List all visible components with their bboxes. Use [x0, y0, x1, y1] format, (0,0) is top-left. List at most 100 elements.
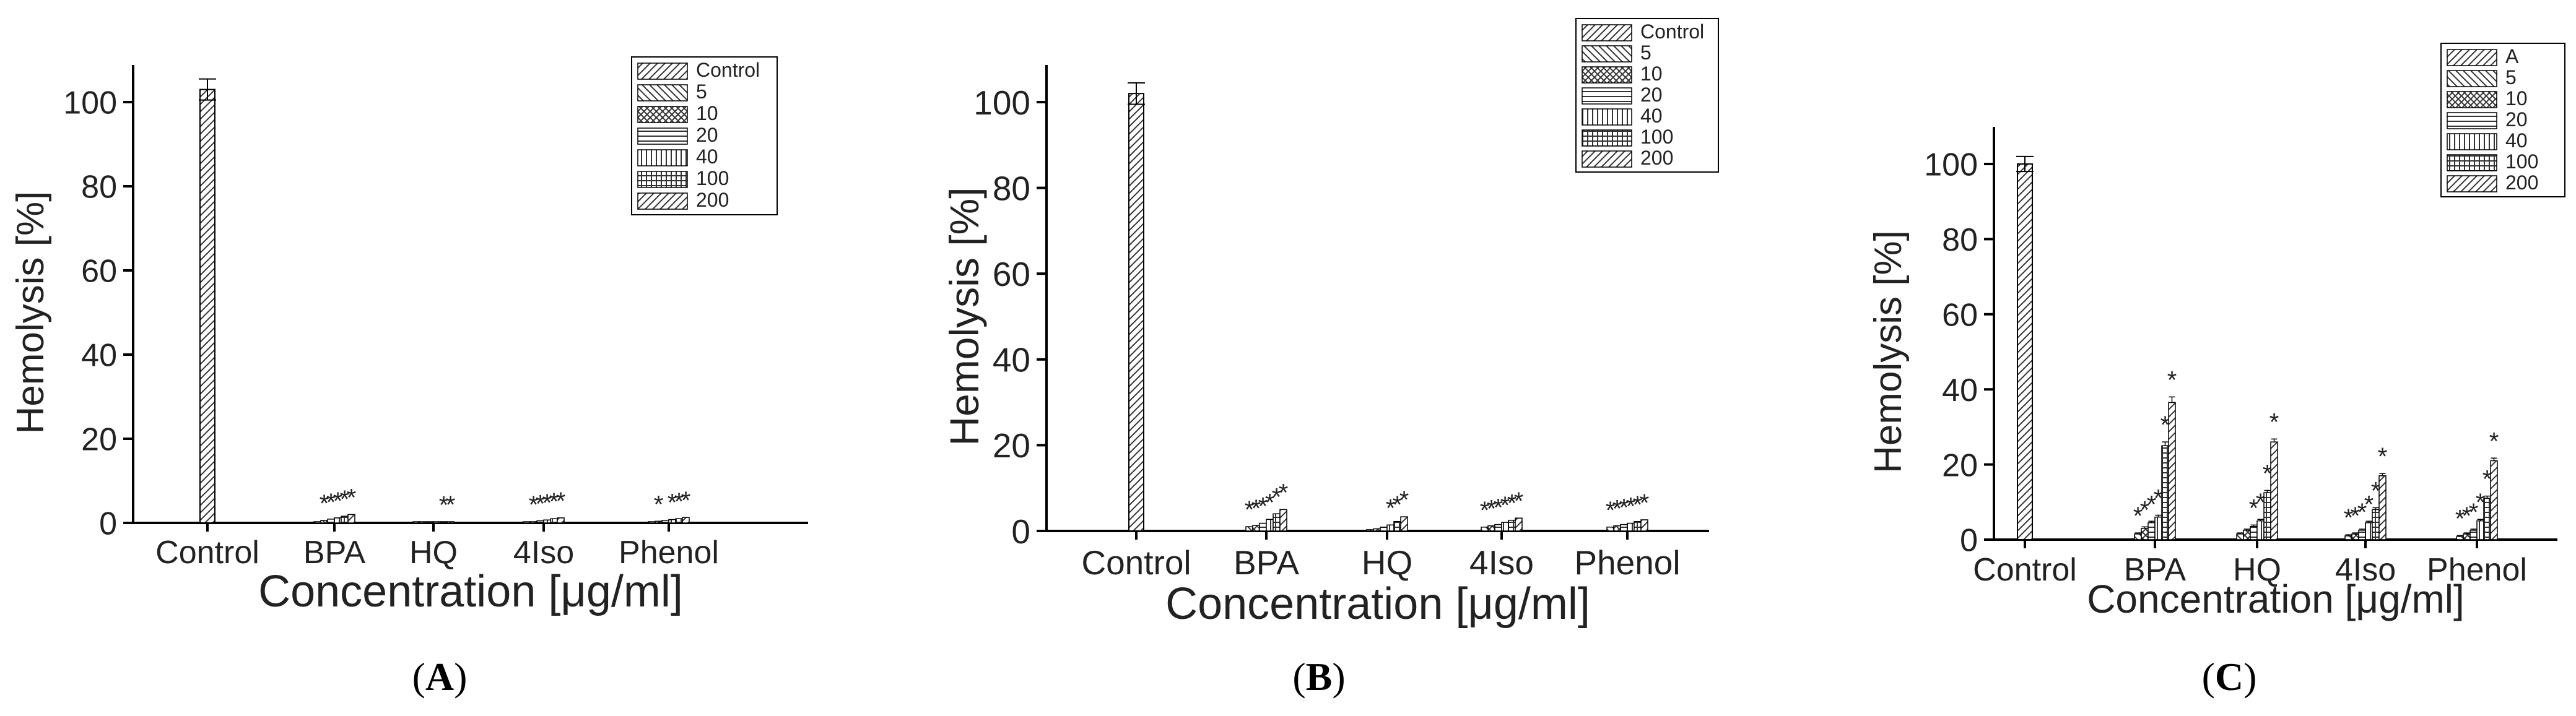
y-tick-label: 40	[993, 341, 1030, 379]
significance-star: *	[320, 490, 329, 517]
bar	[529, 521, 537, 524]
x-tick-label: Phenol	[619, 535, 719, 571]
significance-star: *	[1507, 490, 1517, 517]
bar	[661, 520, 669, 524]
panel-label-c: (C)	[2202, 655, 2257, 699]
legend-swatch	[1582, 45, 1632, 63]
error-bar	[2169, 396, 2175, 403]
significance-star: *	[439, 492, 449, 519]
bar	[1487, 525, 1495, 532]
legend-swatch	[637, 192, 688, 210]
significance-star: *	[2357, 499, 2367, 526]
legend-swatch	[637, 149, 688, 166]
significance-star: *	[333, 488, 343, 515]
bar	[2469, 530, 2478, 540]
y-tick-label: 0	[1011, 512, 1030, 551]
bar	[446, 521, 455, 524]
significance-star: *	[1626, 493, 1636, 520]
control-bar	[1128, 93, 1144, 532]
legend-label: 100	[696, 167, 729, 189]
significance-star: *	[1487, 496, 1497, 523]
significance-star: *	[1619, 494, 1629, 522]
error-bar	[2243, 528, 2250, 530]
bar	[2154, 516, 2162, 540]
significance-star: *	[1606, 497, 1616, 524]
bar	[419, 521, 427, 524]
significance-star: *	[542, 490, 552, 517]
bar	[1627, 522, 1635, 532]
legend-swatch	[2447, 133, 2497, 150]
legend-label: 20	[696, 124, 718, 146]
significance-star: *	[1494, 494, 1503, 522]
bar	[2141, 528, 2149, 540]
error-bar	[2352, 532, 2359, 534]
x-tick-label: Control	[155, 535, 259, 571]
legend-label: Control	[696, 59, 760, 81]
significance-star: *	[654, 491, 664, 518]
y-tick-label: 100	[63, 85, 117, 121]
y-tick-label: 0	[99, 506, 117, 542]
panel-label-a: (A)	[412, 655, 468, 699]
significance-star: *	[2249, 494, 2259, 522]
legend-swatch	[1582, 129, 1632, 147]
significance-star: *	[2160, 412, 2170, 439]
x-tick-label: Phenol	[2427, 552, 2527, 588]
significance-star: *	[2364, 491, 2374, 518]
y-tick-label: 80	[993, 169, 1030, 207]
legend-swatch	[2447, 70, 2497, 87]
legend-swatch	[1582, 108, 1632, 126]
bar	[543, 519, 551, 524]
bar	[668, 519, 676, 524]
bar	[433, 521, 441, 524]
bar	[2365, 522, 2373, 540]
y-tick-label: 40	[1942, 373, 1978, 408]
bar	[1501, 522, 1509, 532]
y-tick-label: 40	[81, 338, 117, 374]
significance-star: *	[549, 488, 559, 515]
significance-star: *	[2256, 489, 2266, 516]
legend-label: 10	[2505, 87, 2528, 110]
significance-star: *	[1500, 492, 1510, 519]
y-axis-title: Hemolysis [%]	[941, 187, 987, 446]
bar	[440, 521, 448, 524]
bar	[1266, 519, 1274, 532]
bar	[2351, 533, 2359, 540]
significance-star: *	[1279, 479, 1289, 506]
bar	[523, 521, 531, 524]
significance-star: *	[1265, 489, 1275, 516]
significance-star: *	[446, 491, 456, 519]
significance-star: *	[326, 489, 336, 516]
bar	[1273, 513, 1281, 532]
bar	[1393, 521, 1401, 532]
significance-star: *	[1514, 488, 1524, 515]
x-axis-title: Concentration [μg/ml]	[2087, 577, 2465, 621]
legend-label: 5	[696, 80, 707, 103]
x-tick-label: HQ	[2233, 552, 2281, 588]
legend-label: 5	[2505, 66, 2517, 88]
error-bar	[2456, 535, 2463, 537]
bar	[1634, 521, 1642, 532]
error-bar	[2257, 519, 2264, 521]
significance-star: *	[2378, 443, 2388, 470]
y-tick-label: 80	[1942, 222, 1978, 258]
significance-star: *	[1245, 496, 1255, 524]
error-bar	[2271, 438, 2278, 442]
x-tick-label: BPA	[303, 535, 366, 571]
bar	[1613, 525, 1621, 532]
significance-star: *	[2489, 428, 2499, 455]
significance-star: *	[1386, 494, 1396, 522]
legend-swatch	[2447, 49, 2497, 66]
error-bar	[2463, 532, 2470, 534]
bar	[1366, 529, 1374, 532]
bar	[2270, 441, 2278, 540]
error-bar	[2155, 514, 2162, 517]
bar	[2476, 520, 2484, 540]
significance-star: *	[1640, 490, 1650, 517]
y-tick-label: 60	[993, 255, 1030, 293]
legend-swatch	[637, 63, 688, 80]
x-tick-label: BPA	[2124, 552, 2187, 588]
error-bar	[2141, 526, 2148, 528]
significance-star: *	[1399, 486, 1409, 514]
